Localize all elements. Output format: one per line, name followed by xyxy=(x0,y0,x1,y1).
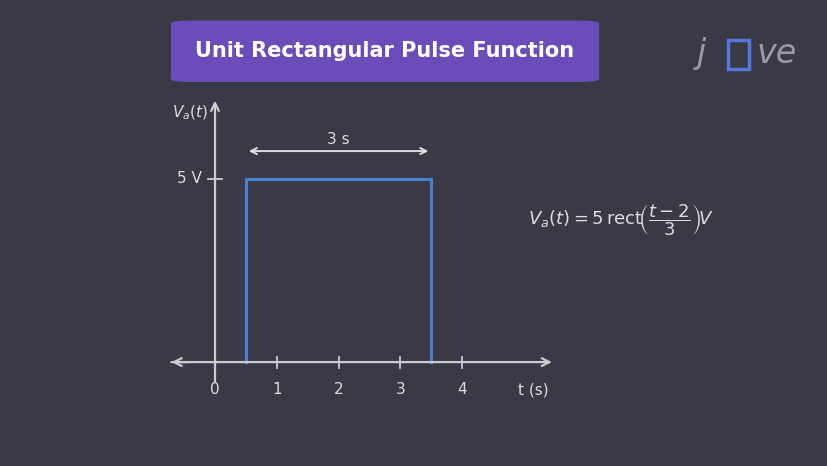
Text: 4: 4 xyxy=(457,382,466,397)
Text: $V_a(t) = 5\,\mathrm{rect}\!\left(\dfrac{t-2}{3}\right)\!V$: $V_a(t) = 5\,\mathrm{rect}\!\left(\dfrac… xyxy=(528,202,713,238)
Text: 2: 2 xyxy=(333,382,343,397)
Text: 3: 3 xyxy=(395,382,404,397)
Text: 1: 1 xyxy=(271,382,281,397)
Text: $V_a(t)$: $V_a(t)$ xyxy=(171,103,208,122)
Text: Unit Rectangular Pulse Function: Unit Rectangular Pulse Function xyxy=(195,41,574,61)
Text: j: j xyxy=(696,37,705,70)
Text: 5 V: 5 V xyxy=(176,171,201,186)
FancyBboxPatch shape xyxy=(170,21,599,82)
Text: 3 s: 3 s xyxy=(327,132,350,147)
Text: t (s): t (s) xyxy=(518,382,548,397)
Text: ve: ve xyxy=(756,37,796,70)
Text: 0: 0 xyxy=(210,382,219,397)
